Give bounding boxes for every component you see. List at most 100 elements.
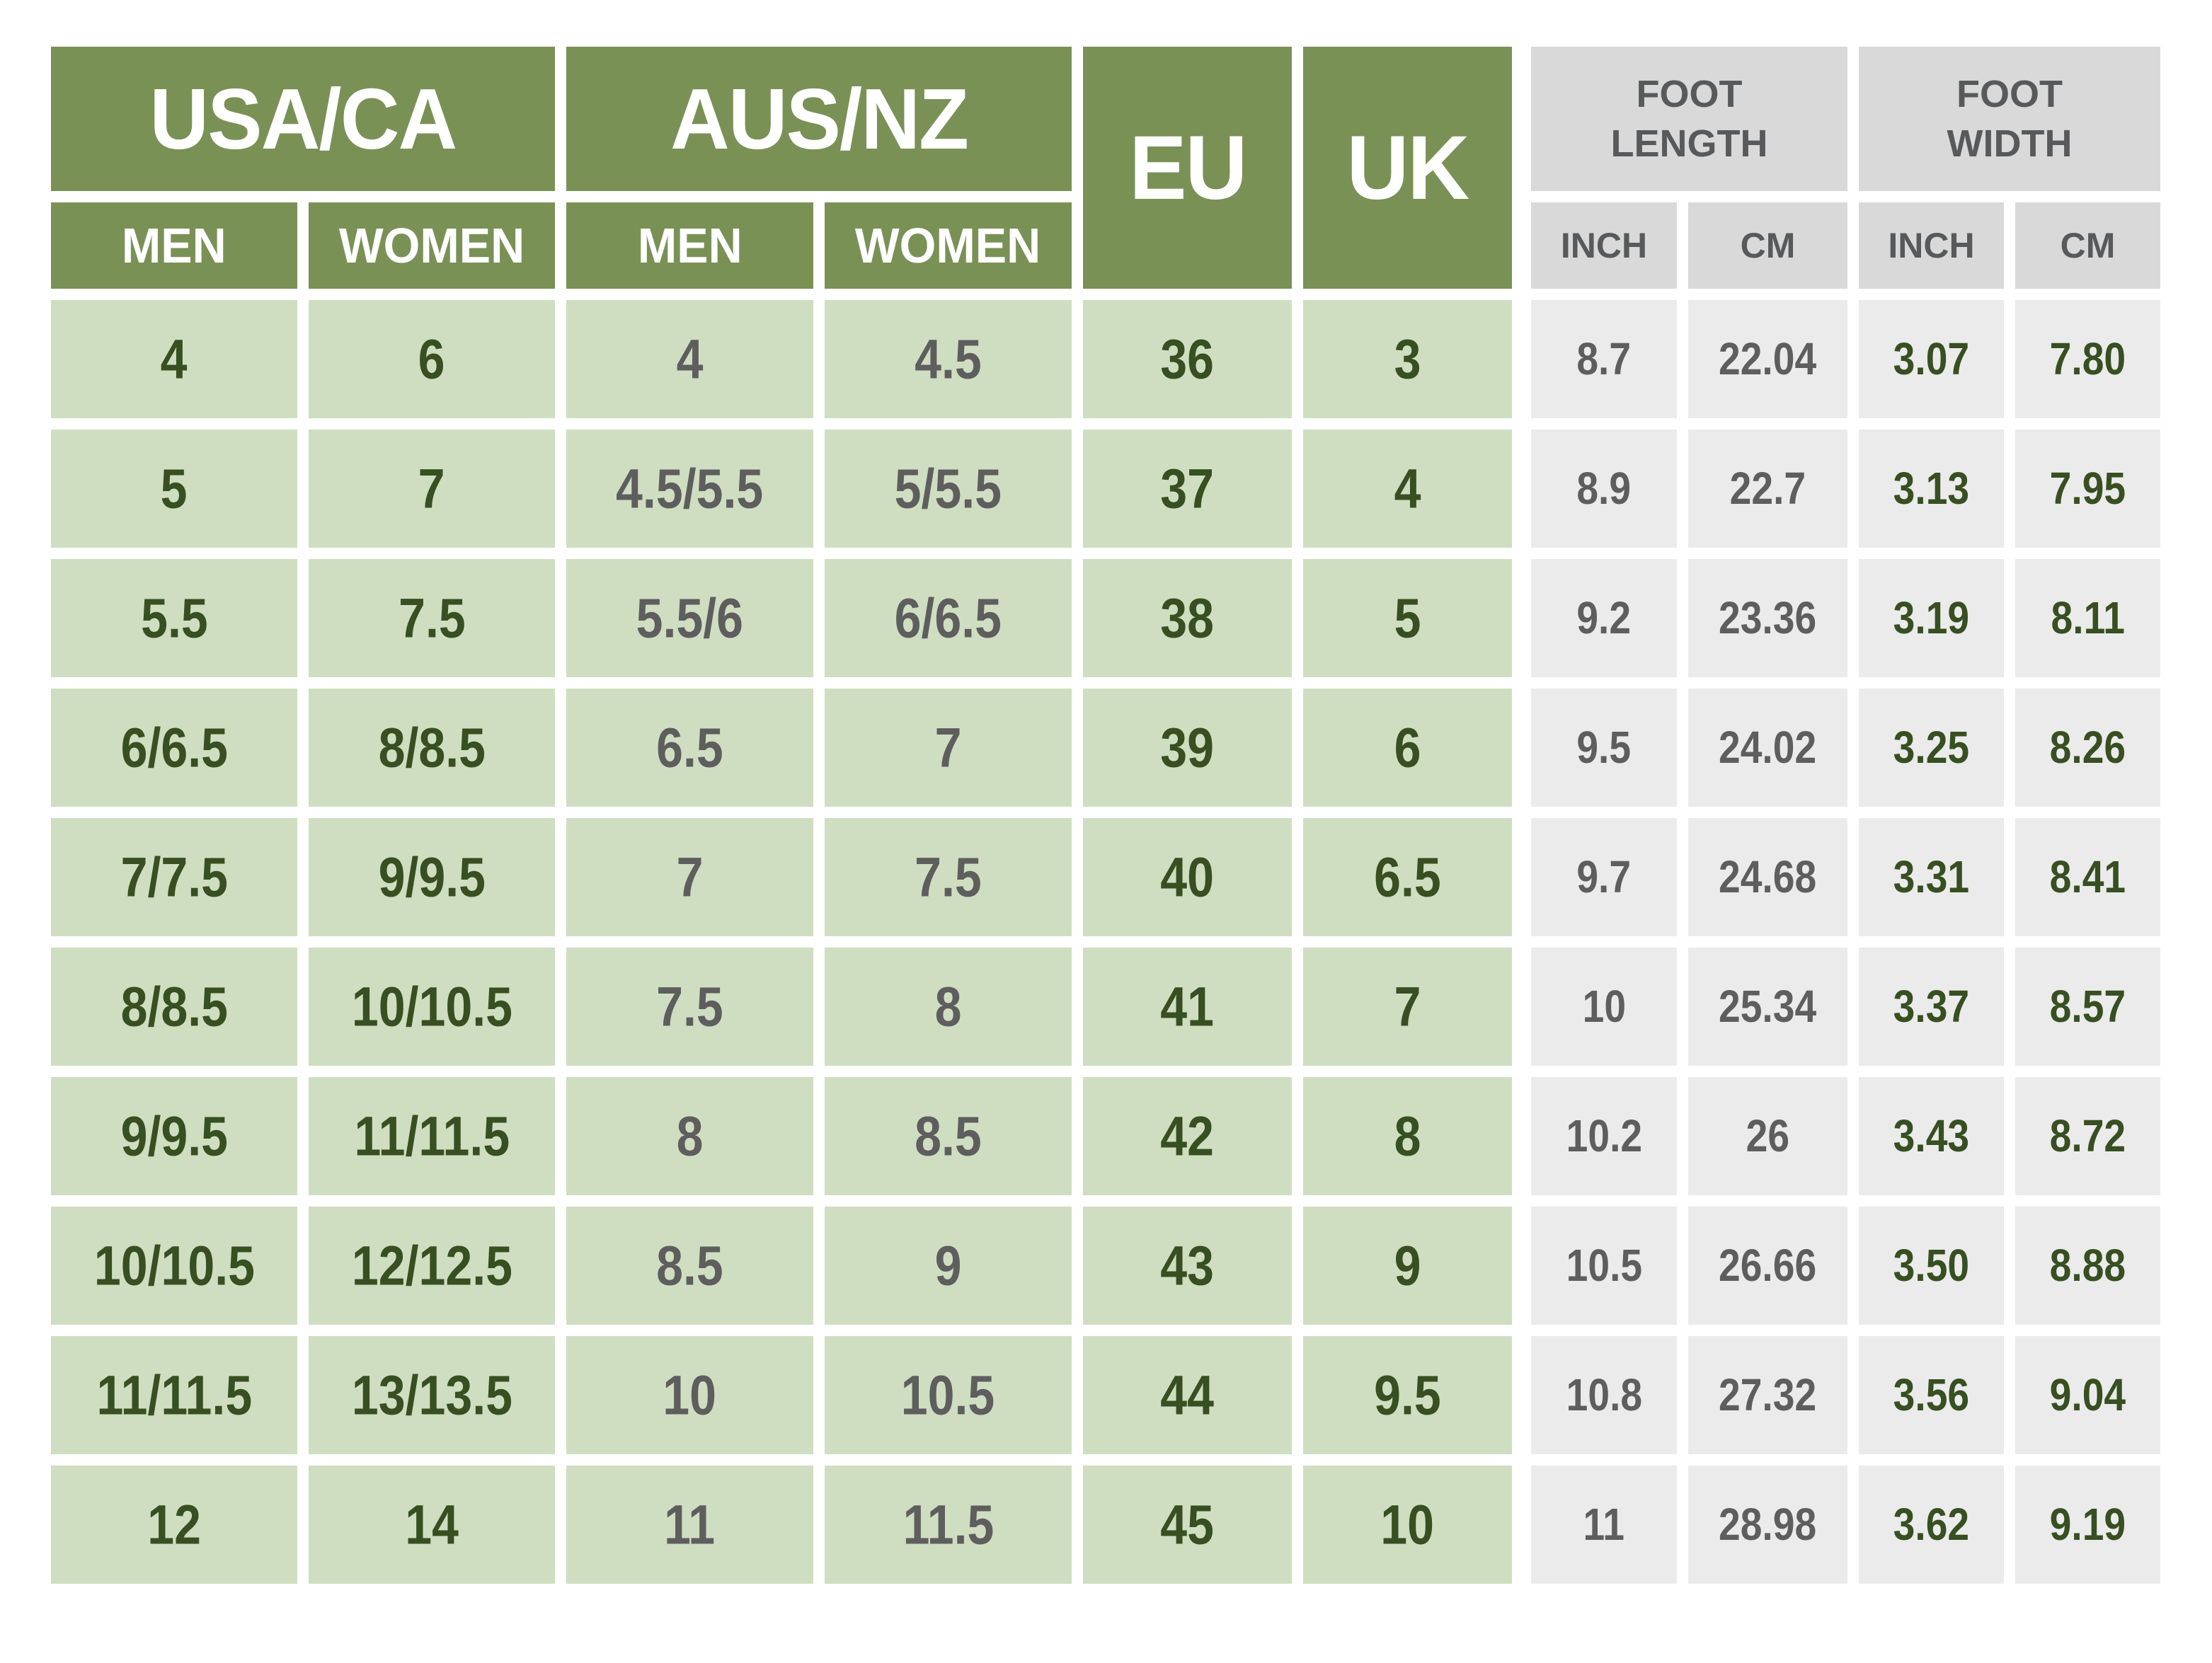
eu-value: 36 (1083, 300, 1292, 418)
aus-women-value-text: 10.5 (901, 1364, 995, 1427)
usa-women-value-text: 7 (418, 457, 445, 520)
len-cm-value: 22.7 (1688, 430, 1847, 548)
aus-men-value: 4.5/5.5 (566, 430, 813, 548)
usa-men-value-text: 10/10.5 (93, 1234, 255, 1297)
width-cm-value: 8.41 (2015, 818, 2160, 936)
width-inch-value: 3.50 (1859, 1207, 2004, 1325)
width-inch-value: 3.62 (1859, 1466, 2004, 1584)
usa-men-value: 5.5 (51, 559, 297, 677)
aus-women-value: 7.5 (825, 818, 1072, 936)
len-inch-value-text: 10.2 (1566, 1110, 1642, 1162)
width-cm-value: 8.57 (2015, 948, 2160, 1066)
usa-men-value: 9/9.5 (51, 1077, 297, 1195)
width-inch-value-text: 3.19 (1893, 592, 1970, 644)
aus-men-value-text: 7.5 (656, 975, 723, 1038)
len-cm-value: 22.04 (1688, 300, 1847, 418)
len-inch-value-text: 8.7 (1576, 333, 1632, 385)
subheader-aus-women: WOMEN (825, 202, 1072, 289)
aus-men-value-text: 10 (663, 1364, 717, 1427)
len-inch-value-text: 9.7 (1576, 851, 1632, 903)
width-inch-value-text: 3.62 (1893, 1499, 1970, 1550)
subheader-width-inch: INCH (1859, 202, 2004, 289)
usa-women-value: 10/10.5 (309, 948, 555, 1066)
len-cm-value: 24.68 (1688, 818, 1847, 936)
usa-men-value-text: 5.5 (140, 587, 208, 650)
len-cm-value: 26.66 (1688, 1207, 1847, 1325)
aus-women-value: 6/6.5 (825, 559, 1072, 677)
aus-women-value-text: 11.5 (902, 1493, 994, 1556)
len-cm-value-text: 24.02 (1719, 722, 1817, 773)
width-cm-value-text: 8.88 (2049, 1240, 2126, 1291)
usa-women-value: 7 (309, 430, 555, 548)
width-inch-value: 3.19 (1859, 559, 2004, 677)
uk-value: 3 (1303, 300, 1512, 418)
len-cm-value: 23.36 (1688, 559, 1847, 677)
aus-women-value-text: 4.5 (915, 328, 982, 391)
len-inch-value-text: 10.8 (1566, 1369, 1642, 1421)
width-cm-value-text: 7.80 (2049, 333, 2126, 385)
len-cm-value-text: 27.32 (1719, 1369, 1817, 1421)
usa-women-value: 9/9.5 (309, 818, 555, 936)
aus-men-value: 8 (566, 1077, 813, 1195)
width-cm-value: 8.11 (2015, 559, 2160, 677)
usa-men-value: 8/8.5 (51, 948, 297, 1066)
uk-value-text: 4 (1394, 457, 1421, 520)
usa-women-value: 12/12.5 (309, 1207, 555, 1325)
len-inch-value: 9.7 (1531, 818, 1677, 936)
header-usa-ca: USA/CA (51, 47, 555, 191)
len-inch-value-text: 8.9 (1576, 463, 1632, 514)
aus-men-value: 11 (566, 1466, 813, 1584)
aus-men-value-text: 8.5 (656, 1234, 723, 1297)
aus-men-value-text: 8 (676, 1105, 704, 1168)
len-cm-value-text: 22.7 (1729, 463, 1806, 514)
usa-women-value-text: 14 (405, 1493, 459, 1556)
width-inch-value: 3.13 (1859, 430, 2004, 548)
width-inch-value: 3.56 (1859, 1336, 2004, 1454)
subheader-length-cm-label: CM (1740, 226, 1796, 265)
len-cm-value-text: 28.98 (1719, 1499, 1817, 1550)
uk-value: 10 (1303, 1466, 1512, 1584)
len-inch-value: 8.9 (1531, 430, 1677, 548)
header-uk: UK (1303, 47, 1512, 289)
eu-value-text: 41 (1160, 975, 1215, 1038)
aus-women-value: 11.5 (825, 1466, 1072, 1584)
aus-men-value-text: 11 (664, 1493, 716, 1556)
aus-men-value: 8.5 (566, 1207, 813, 1325)
header-foot-length-label: FOOT LENGTH (1610, 72, 1768, 165)
width-cm-value-text: 8.26 (2049, 722, 2126, 773)
len-cm-value-text: 23.36 (1719, 592, 1817, 644)
width-inch-value-text: 3.13 (1893, 463, 1970, 514)
uk-value-text: 7 (1394, 975, 1421, 1038)
eu-value: 37 (1083, 430, 1292, 548)
width-inch-value-text: 3.25 (1893, 722, 1970, 773)
eu-value: 45 (1083, 1466, 1292, 1584)
header-usa-ca-label: USA/CA (149, 71, 458, 167)
usa-women-value-text: 11/11.5 (354, 1105, 510, 1168)
eu-value-text: 39 (1160, 716, 1215, 779)
usa-women-value-text: 12/12.5 (351, 1234, 512, 1297)
width-cm-value-text: 9.19 (2049, 1499, 2126, 1550)
aus-women-value-text: 6/6.5 (894, 587, 1002, 650)
aus-women-value-text: 7 (934, 716, 962, 779)
len-inch-value: 11 (1531, 1466, 1677, 1584)
aus-men-value-text: 4.5/5.5 (616, 457, 764, 520)
aus-women-value-text: 9 (934, 1234, 962, 1297)
width-inch-value-text: 3.37 (1893, 981, 1970, 1032)
width-cm-value: 9.04 (2015, 1336, 2160, 1454)
width-cm-value-text: 8.41 (2049, 851, 2126, 903)
eu-value-text: 38 (1160, 587, 1215, 650)
header-foot-width-label: FOOT WIDTH (1947, 72, 2073, 165)
aus-men-value-text: 5.5/6 (636, 587, 744, 650)
subheader-aus-women-label: WOMEN (855, 218, 1041, 273)
usa-women-value: 14 (309, 1466, 555, 1584)
usa-men-value-text: 7/7.5 (120, 846, 228, 909)
width-cm-value-text: 7.95 (2049, 463, 2126, 514)
len-cm-value: 24.02 (1688, 689, 1847, 807)
usa-men-value-text: 9/9.5 (120, 1105, 228, 1168)
width-inch-value: 3.43 (1859, 1077, 2004, 1195)
subheader-usa-women-label: WOMEN (338, 218, 525, 273)
len-cm-value-text: 24.68 (1719, 851, 1817, 903)
width-cm-value: 8.88 (2015, 1207, 2160, 1325)
eu-value: 39 (1083, 689, 1292, 807)
header-foot-length: FOOT LENGTH (1531, 47, 1847, 191)
